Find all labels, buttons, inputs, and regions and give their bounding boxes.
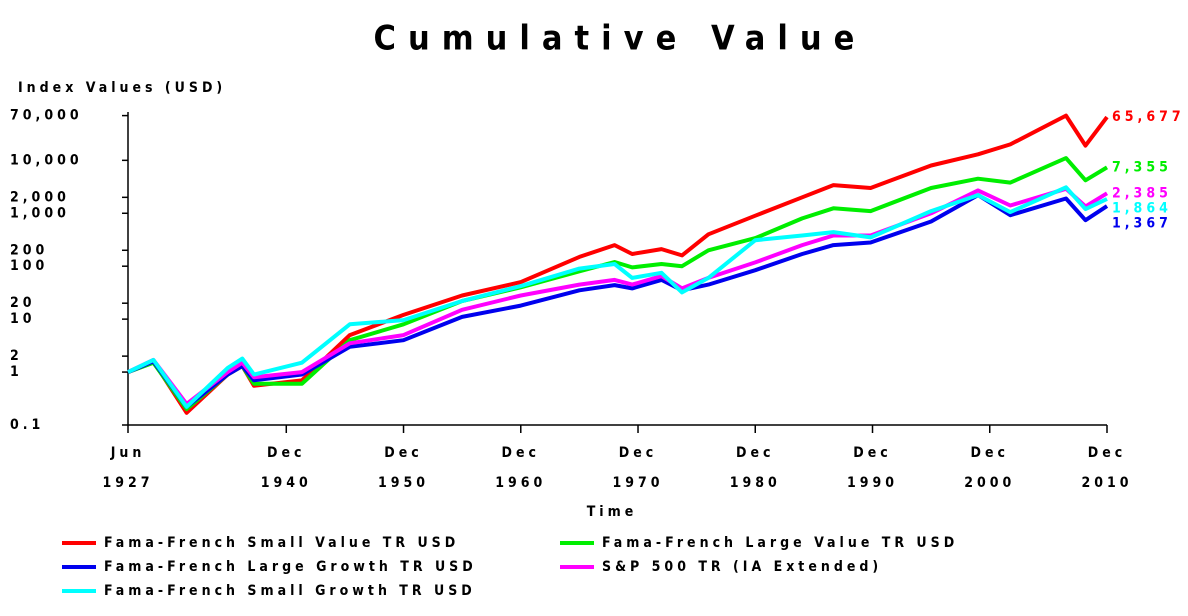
legend-label: Fama-French Small Value TR USD [104,535,459,551]
x-tick-label: Dec 1970 [612,445,663,491]
end-label: 2,385 [1112,185,1172,201]
y-tick-label: 100 [10,258,48,274]
legend-label: Fama-French Large Value TR USD [602,535,958,551]
x-tick-label: Dec 1940 [261,445,312,491]
y-tick-label: 10,000 [10,152,83,168]
chart-title: Cumulative Value [374,19,867,59]
end-label: 1,367 [1112,215,1172,231]
x-tick-label: Dec 1990 [847,445,898,491]
y-tick-label: 0.1 [10,417,44,433]
y-axis-label: Index Values (USD) [18,80,226,96]
y-tick-label: 1,000 [10,205,70,221]
legend-label: S&P 500 TR (IA Extended) [602,559,882,575]
x-axis-label: Time [587,504,638,520]
x-tick-label: Dec 1960 [495,445,546,491]
x-tick-label: Dec 2010 [1081,445,1132,491]
end-label: 65,677 [1112,109,1185,125]
y-tick-label: 20 [10,295,36,311]
x-tick-label: Dec 1950 [378,445,429,491]
series-line [127,156,1109,412]
end-label: 7,355 [1112,159,1172,175]
y-tick-label: 70,000 [10,108,83,124]
series-line [127,193,1109,409]
y-tick-label: 200 [10,242,48,258]
series-line [127,185,1108,409]
series-line [127,186,1109,406]
y-tick-label: 10 [10,311,36,327]
x-tick-label: Jun 1927 [102,445,153,491]
end-label: 1,864 [1112,200,1172,216]
y-tick-label: 2 [10,348,23,364]
legend-label: Fama-French Large Growth TR USD [104,559,477,575]
x-tick-label: Dec 1980 [730,445,781,491]
y-tick-label: 1 [10,364,23,380]
x-tick-label: Dec 2000 [964,445,1015,491]
legend-label: Fama-French Small Growth TR USD [104,583,476,599]
y-tick-label: 2,000 [10,189,70,205]
